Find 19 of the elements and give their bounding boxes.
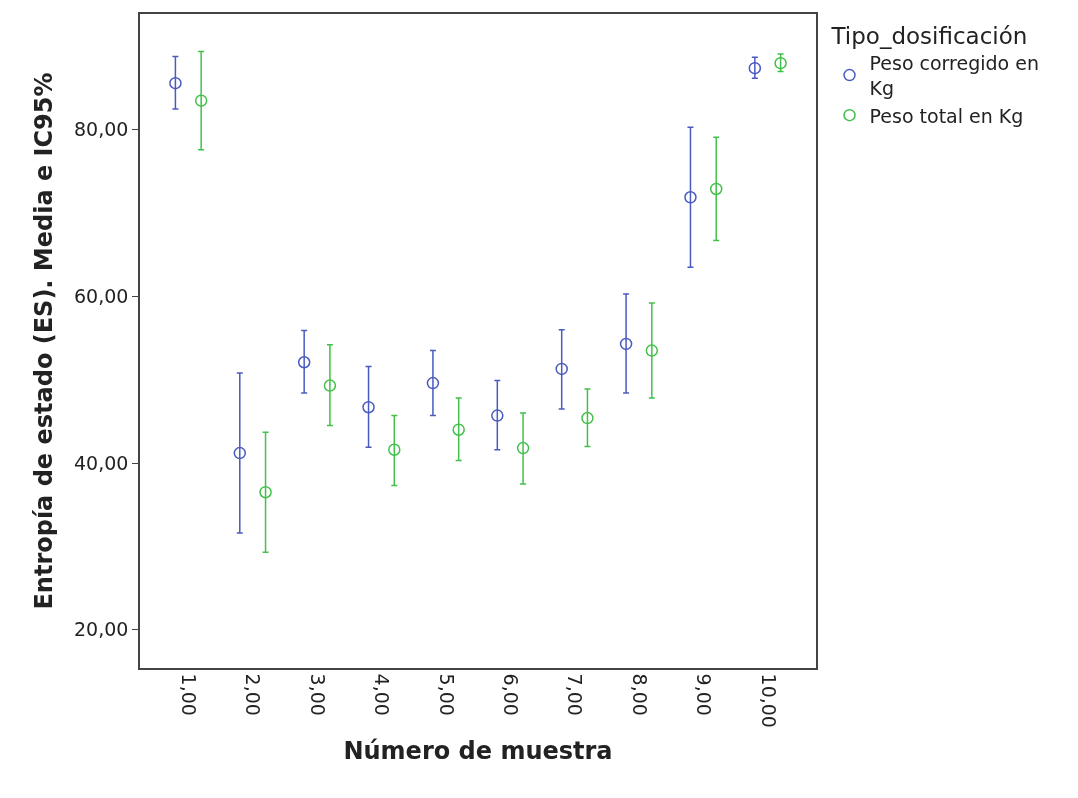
- x-tick-label: 3,00: [306, 673, 329, 716]
- x-tick-label: 4,00: [371, 673, 394, 716]
- legend-label: Peso corregido en Kg: [869, 52, 1039, 99]
- x-tick-label: 8,00: [628, 673, 651, 716]
- y-tick-label: 60,00: [74, 285, 129, 308]
- x-tick-label: 10,00: [757, 673, 780, 728]
- x-tick-label: 9,00: [693, 673, 716, 716]
- y-tick-label: 20,00: [74, 618, 129, 641]
- y-axis-title: Entropía de estado (ES). Media e IC95%: [29, 72, 58, 610]
- legend-label: Peso total en Kg: [869, 104, 1024, 127]
- legend-title: Tipo_dosificación: [830, 22, 1028, 49]
- x-axis-title: Número de muestra: [343, 736, 613, 765]
- x-tick-label: 2,00: [242, 673, 265, 716]
- x-tick-label: 5,00: [435, 673, 458, 716]
- x-tick-label: 1,00: [178, 673, 201, 716]
- x-tick-label: 7,00: [564, 673, 587, 716]
- x-tick-label: 6,00: [500, 673, 523, 716]
- y-tick-label: 40,00: [74, 451, 129, 474]
- y-tick-label: 80,00: [74, 118, 129, 141]
